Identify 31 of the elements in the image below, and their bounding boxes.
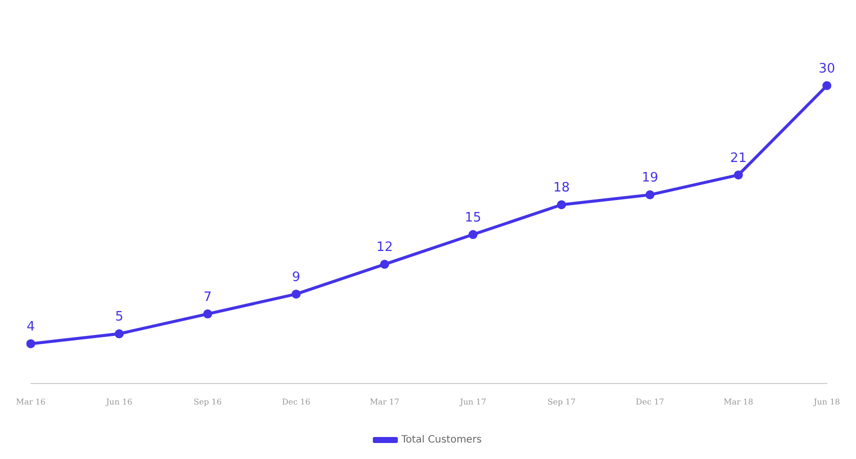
x-tick-label: Mar 16 [16,397,46,406]
x-tick-label: Dec 16 [282,397,310,406]
x-tick-label: Sep 16 [194,397,222,406]
x-tick-label: Jun 17 [458,397,486,406]
data-label: 19 [642,170,658,186]
x-tick-label: Jun 18 [812,397,840,406]
point [645,190,654,200]
data-label: 5 [115,310,124,325]
data-label: 30 [818,62,836,77]
point [380,260,390,269]
x-tick-label: Jun 16 [105,397,132,406]
x-tick-label: Mar 17 [370,397,400,406]
data-label: 21 [730,150,747,166]
point [734,170,743,180]
point [557,200,566,210]
x-tick-label: Sep 17 [547,397,576,406]
x-tick-label: Dec 17 [636,397,664,406]
data-label: 12 [376,240,393,256]
point [292,290,301,299]
legend-label: Total Customers [400,434,482,446]
data-label: 7 [204,290,212,305]
point [203,309,212,318]
data-label: 9 [292,270,300,285]
point [114,329,124,338]
data-label: 15 [464,210,482,226]
point [822,81,832,90]
point [468,230,478,240]
data-label: 4 [26,320,35,335]
x-tick-label: Mar 18 [724,397,754,406]
data-label: 18 [553,180,570,196]
point [26,339,36,348]
